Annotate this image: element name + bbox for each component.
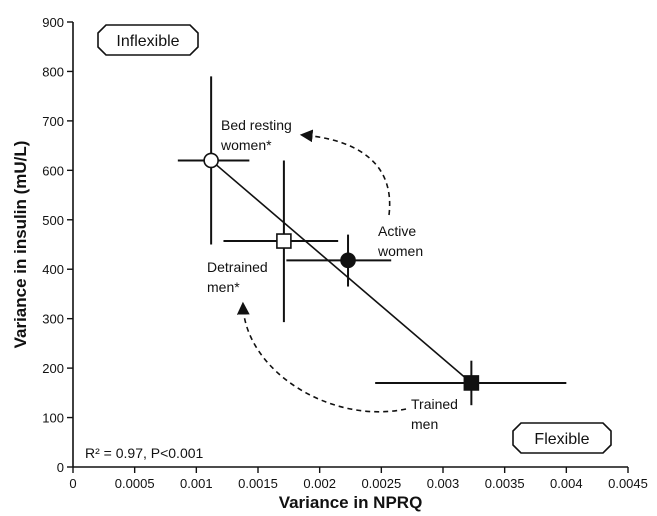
x-tick-label: 0.0005 [115, 476, 155, 491]
x-tick-label: 0 [69, 476, 76, 491]
data-point-square [276, 233, 292, 249]
regression-line [210, 159, 472, 384]
x-tick-label: 0.0015 [238, 476, 278, 491]
x-tick-label: 0.003 [427, 476, 460, 491]
flexible-label: Flexible [534, 431, 589, 448]
flexible-label-box: Flexible [512, 422, 612, 454]
y-tick-label: 600 [42, 163, 64, 178]
annotation-active-line1: Active [378, 223, 416, 239]
y-axis-title: Variance in insulin (mU/L) [11, 141, 30, 349]
y-tick-label: 100 [42, 411, 64, 426]
annotation-trained-line1: Trained [411, 396, 458, 412]
annotation-detrained-line2: men* [207, 279, 240, 295]
y-tick-label: 200 [42, 361, 64, 376]
x-tick-label: 0.0025 [361, 476, 401, 491]
y-tick-label: 400 [42, 262, 64, 277]
annotation-trained-line2: men [411, 416, 438, 432]
annotation-bed-resting-line2: women* [220, 137, 272, 153]
data-point-square [463, 375, 480, 391]
x-tick-label: 0.002 [303, 476, 336, 491]
data-point-circle [203, 152, 219, 169]
arrow-trained-to-detrained [236, 301, 407, 413]
y-tick-label: 500 [42, 213, 64, 228]
data-point-circle [340, 252, 356, 269]
y-tick-label: 300 [42, 312, 64, 327]
y-tick-label: 900 [42, 15, 64, 30]
axes: 0 0.0005 0.001 0.0015 0.002 0.0025 0.003 0.0035… [11, 15, 648, 512]
regression-stats: R² = 0.97, P<0.001 [85, 445, 204, 461]
x-tick-label: 0.004 [550, 476, 583, 491]
chart-marks [177, 76, 567, 406]
inflexible-label-box: Inflexible [97, 24, 199, 56]
annotation-bed-resting-line1: Bed resting [221, 117, 292, 133]
y-tick-label: 0 [57, 460, 64, 475]
x-tick-label: 0.0045 [608, 476, 648, 491]
arrow-active-to-bedrest [299, 129, 391, 216]
inflexible-label: Inflexible [116, 33, 179, 50]
annotation-detrained-line1: Detrained [207, 259, 268, 275]
x-tick-label: 0.0035 [485, 476, 525, 491]
y-tick-label: 800 [42, 64, 64, 79]
y-tick-label: 700 [42, 114, 64, 129]
x-tick-label: 0.001 [180, 476, 213, 491]
x-axis-title: Variance in NPRQ [279, 493, 423, 512]
annotation-active-line2: women [377, 243, 423, 259]
